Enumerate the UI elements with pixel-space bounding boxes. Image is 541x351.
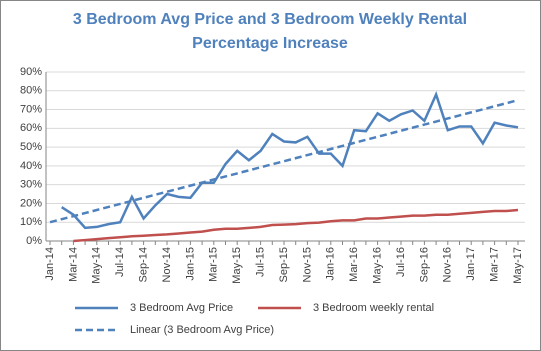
x-tick-label: May-17: [512, 247, 524, 284]
y-tick-label: 70%: [20, 103, 42, 115]
series-line: [61, 91, 519, 230]
y-tick-label: 20%: [20, 197, 42, 209]
y-tick-label: 10%: [20, 216, 42, 228]
x-tick-label: Mar-16: [348, 247, 360, 282]
x-tick-label: Jan-14: [44, 247, 56, 281]
x-tick-label: May-15: [231, 247, 243, 284]
series-line: [49, 98, 519, 224]
y-tick-label: 0%: [26, 235, 42, 247]
x-tick-label: Sep-14: [138, 247, 150, 282]
y-tick-label: 30%: [20, 179, 42, 191]
legend-label: 3 Bedroom weekly rental: [313, 302, 434, 314]
x-tick-label: Sep-15: [278, 247, 290, 282]
x-tick-label: Jul-16: [395, 247, 407, 277]
x-tick-label: Mar-17: [489, 247, 501, 282]
x-tick-label: Jul-15: [255, 247, 267, 277]
x-tick-label: May-16: [372, 247, 384, 284]
x-tick-label: Jan-15: [184, 247, 196, 281]
x-tick-label: Nov-16: [442, 247, 454, 282]
y-tick-label: 90%: [20, 66, 42, 78]
y-tick-label: 40%: [20, 160, 42, 172]
y-tick-label: 80%: [20, 85, 42, 97]
x-tick-label: Jan-16: [325, 247, 337, 281]
series-line: [73, 208, 519, 243]
x-tick-label: Mar-15: [208, 247, 220, 282]
legend-label: 3 Bedroom Avg Price: [130, 302, 233, 314]
x-tick-label: Mar-14: [67, 247, 79, 282]
x-tick-label: Jul-14: [114, 247, 126, 277]
x-tick-label: Nov-14: [161, 247, 173, 282]
y-tick-label: 60%: [20, 122, 42, 134]
chart-title: 3 Bedroom Avg Price and 3 Bedroom Weekly…: [72, 11, 468, 52]
x-tick-label: Jan-17: [465, 247, 477, 281]
y-tick-label: 50%: [20, 141, 42, 153]
x-tick-label: May-14: [91, 247, 103, 284]
x-tick-label: Sep-16: [418, 247, 430, 282]
x-tick-label: Nov-15: [301, 247, 313, 282]
legend-label: Linear (3 Bedroom Avg Price): [130, 324, 274, 336]
